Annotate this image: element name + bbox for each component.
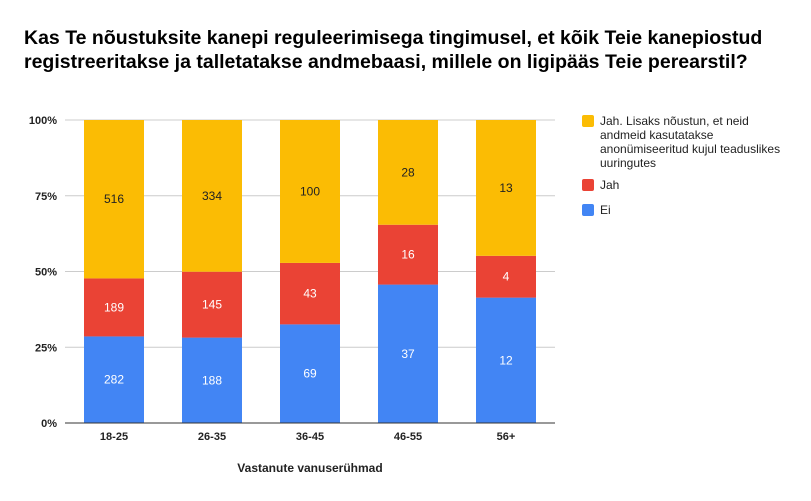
- y-tick-label: 75%: [35, 191, 57, 203]
- y-tick-label: 25%: [35, 342, 57, 354]
- bar-segment: [476, 297, 536, 423]
- bar-segment: [182, 271, 242, 338]
- x-tick-label: 56+: [497, 431, 516, 443]
- bar-segment: [182, 120, 242, 272]
- legend-swatch: [582, 204, 594, 216]
- legend-label: Ei: [600, 203, 611, 217]
- y-tick-label: 0%: [41, 418, 57, 430]
- bar-segment: [378, 120, 438, 225]
- data-label: 4: [503, 270, 510, 284]
- data-label: 13: [499, 181, 513, 195]
- data-label: 100: [300, 184, 320, 198]
- y-tick-label: 50%: [35, 267, 57, 279]
- data-label: 282: [104, 373, 124, 387]
- x-tick-label: 46-55: [394, 431, 422, 443]
- bar-segment: [378, 224, 438, 285]
- legend-swatch: [582, 179, 594, 191]
- x-tick-label: 36-45: [296, 431, 324, 443]
- bar-segment: [84, 336, 144, 423]
- legend-swatch: [582, 115, 594, 127]
- x-tick-label: 18-25: [100, 431, 128, 443]
- bar-segment: [84, 120, 144, 279]
- data-label: 189: [104, 300, 124, 314]
- data-label: 28: [401, 165, 415, 179]
- chart-title: Kas Te nõustuksite kanepi reguleerimiseg…: [24, 27, 763, 73]
- data-label: 516: [104, 192, 124, 206]
- bar-segment: [280, 120, 340, 263]
- data-label: 43: [303, 287, 317, 301]
- data-label: 16: [401, 248, 415, 262]
- x-axis-title: Vastanute vanuserühmad: [237, 461, 382, 475]
- bar-segment: [84, 278, 144, 337]
- bar-segment: [378, 284, 438, 423]
- data-label: 145: [202, 298, 222, 312]
- bar-segment: [476, 120, 536, 256]
- data-label: 188: [202, 373, 222, 387]
- bar-segment: [280, 324, 340, 423]
- data-label: 69: [303, 367, 317, 381]
- data-label: 37: [401, 347, 415, 361]
- data-label: 12: [499, 353, 513, 367]
- data-label: 334: [202, 189, 222, 203]
- bar-segment: [476, 255, 536, 298]
- legend-label: Jah: [600, 178, 620, 192]
- legend-label: Jah. Lisaks nõustun, et neid andmeid kas…: [600, 114, 781, 170]
- bar-segment: [182, 337, 242, 423]
- x-tick-label: 26-35: [198, 431, 226, 443]
- y-tick-label: 100%: [29, 115, 57, 127]
- bar-segment: [280, 262, 340, 325]
